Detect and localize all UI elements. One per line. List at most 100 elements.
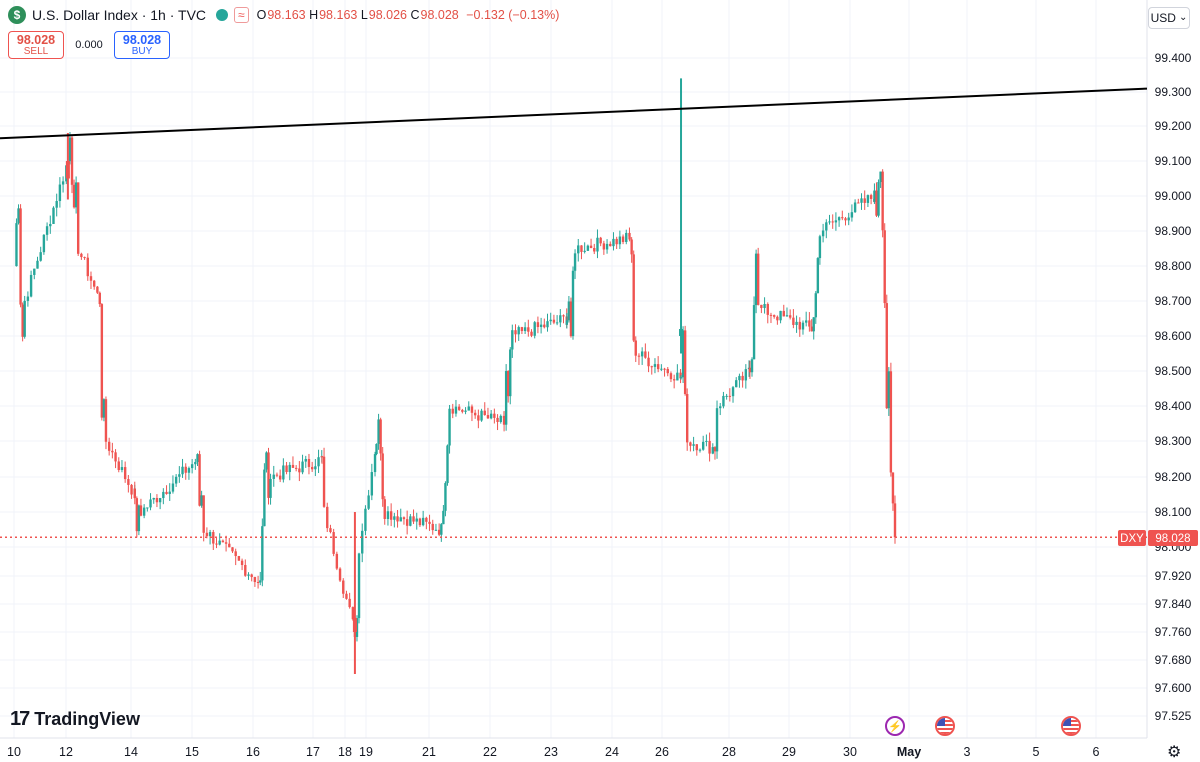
candle-body bbox=[104, 399, 108, 442]
candle-body bbox=[451, 408, 454, 414]
candle-body bbox=[194, 461, 197, 465]
candle-body bbox=[599, 237, 602, 244]
candle-body bbox=[483, 410, 486, 416]
x-tick-label: 28 bbox=[722, 745, 736, 759]
symbol-title[interactable]: U.S. Dollar Index · 1h · TVC bbox=[32, 7, 207, 23]
candle-body bbox=[517, 327, 520, 335]
candle-body bbox=[244, 564, 247, 576]
candle-body bbox=[425, 517, 428, 522]
candle-body bbox=[29, 274, 33, 297]
candle-body bbox=[326, 506, 329, 529]
candle-body bbox=[307, 458, 311, 467]
candle-body bbox=[83, 257, 86, 259]
candle-body bbox=[705, 440, 708, 442]
candle-body bbox=[586, 245, 590, 251]
candle-body bbox=[511, 330, 514, 350]
candle-body bbox=[259, 580, 262, 583]
sell-button[interactable]: 98.028 SELL bbox=[8, 31, 64, 59]
candle-body bbox=[288, 464, 291, 473]
candle-body bbox=[748, 367, 752, 373]
candle-body bbox=[396, 516, 399, 522]
candle-body bbox=[711, 447, 714, 454]
candle-body bbox=[174, 476, 178, 484]
candle-body bbox=[342, 580, 345, 594]
candle-body bbox=[89, 276, 93, 281]
candle-body bbox=[731, 387, 735, 397]
candle-body bbox=[857, 202, 860, 204]
price-axis[interactable]: 99.400 99.300 99.200 99.100 99.000 98.900 98.8… bbox=[1155, 51, 1192, 723]
candle-body bbox=[200, 495, 203, 506]
time-axis[interactable]: 10 12 14 15 16 17 18 19 21 22 23 24 26 28 29 30 May 3 5 6 bbox=[7, 745, 1099, 759]
candle-body bbox=[320, 456, 324, 458]
candle-body bbox=[117, 461, 120, 470]
sell-price: 98.028 bbox=[16, 33, 56, 47]
candle-body bbox=[26, 296, 30, 301]
tradingview-logo[interactable]: 17 TradingView bbox=[10, 708, 140, 731]
candle-body bbox=[543, 324, 546, 328]
candle-body bbox=[546, 321, 549, 328]
candle-body bbox=[660, 368, 663, 370]
y-tick-label: 98.900 bbox=[1155, 224, 1192, 238]
candle-body bbox=[107, 441, 111, 451]
buy-button[interactable]: 98.028 BUY bbox=[114, 31, 170, 59]
x-tick-label: 23 bbox=[544, 745, 558, 759]
wave-icon[interactable]: ≈ bbox=[234, 7, 249, 23]
candle-body bbox=[828, 221, 831, 223]
candle-body bbox=[701, 441, 705, 450]
candle-body bbox=[23, 300, 26, 337]
candle-body bbox=[68, 137, 72, 162]
candle-body bbox=[763, 304, 766, 309]
candle-body bbox=[653, 364, 657, 367]
candle-body bbox=[218, 540, 221, 545]
gear-icon[interactable]: ⚙ bbox=[1167, 744, 1182, 761]
candle-body bbox=[181, 466, 184, 475]
x-tick-label: 3 bbox=[964, 745, 971, 759]
candle-body bbox=[171, 483, 175, 492]
candle-body bbox=[810, 326, 813, 332]
candle-body bbox=[184, 466, 187, 473]
candle-body bbox=[338, 568, 342, 581]
candle-body bbox=[596, 237, 599, 252]
x-tick-label: 26 bbox=[655, 745, 669, 759]
candle-body bbox=[409, 516, 412, 526]
candle-body bbox=[457, 406, 461, 410]
candle-body bbox=[493, 413, 496, 418]
candle-body bbox=[795, 321, 798, 325]
candle-body bbox=[879, 171, 882, 183]
candle-body bbox=[294, 467, 298, 469]
candle-body bbox=[577, 245, 580, 254]
candle-body bbox=[853, 202, 857, 213]
candle-body bbox=[782, 310, 785, 317]
candle-body bbox=[609, 243, 612, 247]
candle-body bbox=[399, 517, 402, 522]
candle-body bbox=[477, 415, 480, 421]
trendline[interactable] bbox=[0, 87, 1148, 140]
candle-body bbox=[355, 618, 359, 637]
us-flag-event-icon[interactable] bbox=[935, 716, 955, 736]
candle-body bbox=[514, 330, 517, 335]
candle-body bbox=[256, 581, 260, 583]
candle-body bbox=[269, 478, 272, 498]
candle-body bbox=[744, 369, 748, 381]
candle-body bbox=[583, 250, 586, 252]
candle-body bbox=[536, 322, 540, 328]
candle-body bbox=[618, 236, 622, 245]
y-tick-label: 98.100 bbox=[1155, 505, 1192, 519]
candle-body bbox=[685, 394, 689, 443]
candle-body bbox=[348, 598, 351, 608]
candle-body bbox=[162, 491, 165, 499]
candle-body bbox=[602, 243, 606, 250]
candle-body bbox=[725, 395, 728, 397]
candle-body bbox=[215, 543, 218, 545]
candle-body bbox=[212, 532, 215, 544]
us-flag-event-icon[interactable] bbox=[1061, 716, 1081, 736]
candle-body bbox=[887, 371, 891, 409]
candle-body bbox=[285, 465, 288, 473]
candle-body bbox=[679, 377, 683, 379]
candle-body bbox=[502, 418, 506, 425]
x-tick-label: 24 bbox=[605, 745, 619, 759]
lightning-event-icon[interactable]: ⚡ bbox=[885, 716, 905, 736]
candle-body bbox=[42, 234, 46, 253]
currency-selector[interactable]: USD ⌄ bbox=[1148, 7, 1190, 29]
